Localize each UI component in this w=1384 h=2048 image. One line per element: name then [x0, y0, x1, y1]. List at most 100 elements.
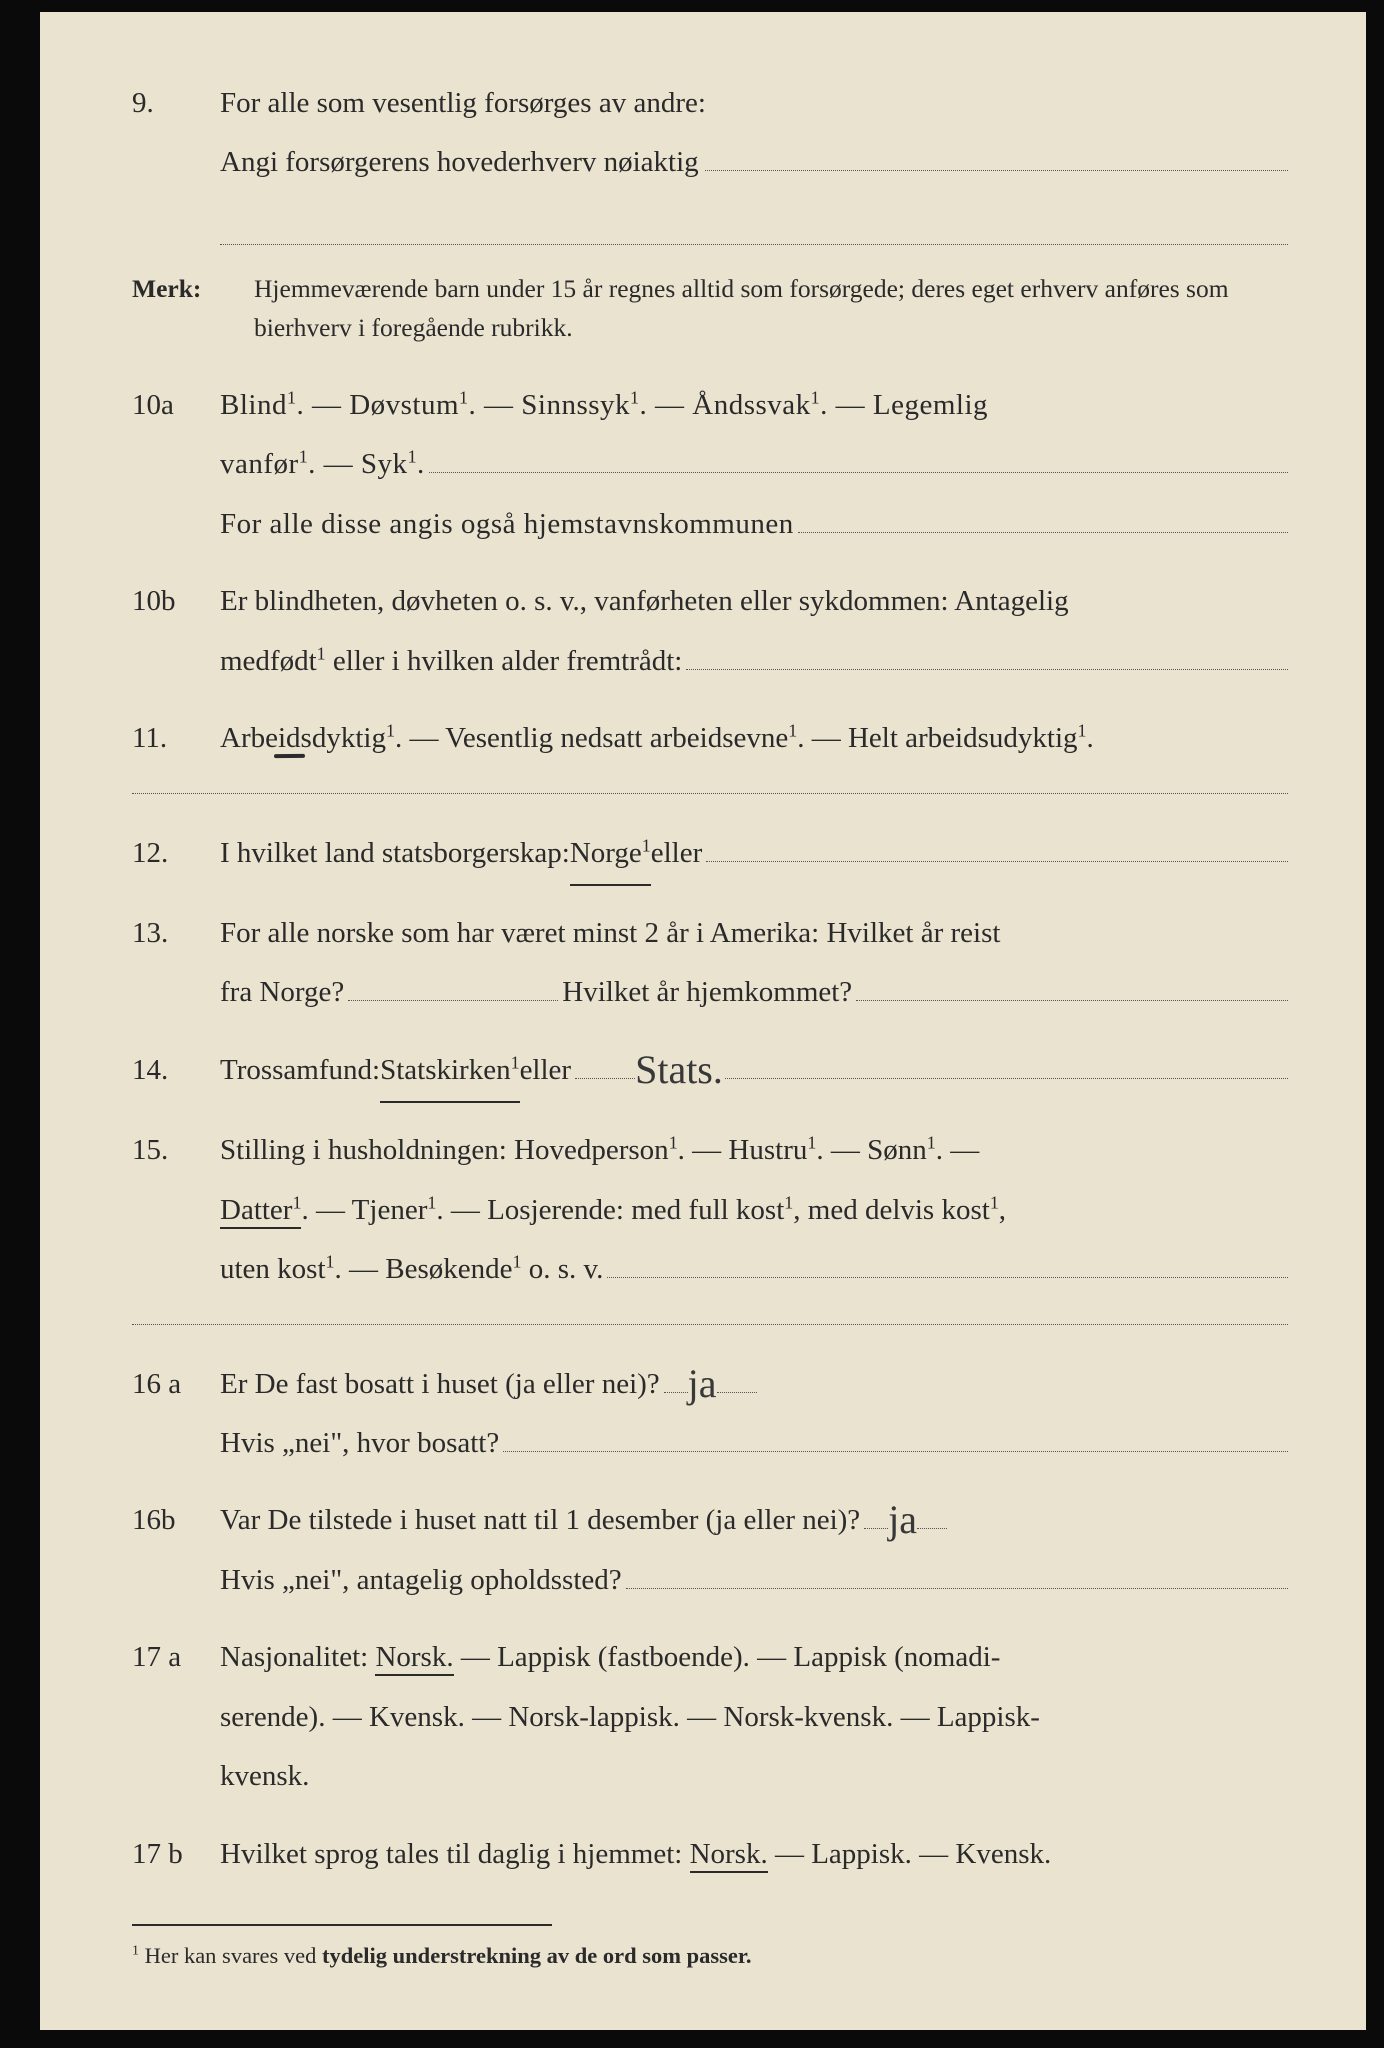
q10b-line2-text: medfødt1 eller i hvilken alder fremtrådt… [220, 632, 682, 691]
blank-line[interactable] [664, 1361, 688, 1393]
q10a-hjemstavn-text: For alle disse angis også hjemstavnskomm… [220, 495, 794, 554]
q14-handwritten-answer: Stats. [635, 1058, 723, 1082]
blank-line[interactable] [856, 970, 1288, 1002]
q17a-line1: Nasjonalitet: Norsk. — Lappisk (fastboen… [220, 1628, 1288, 1687]
q11-pre: Arbe [220, 722, 278, 754]
question-12: 12. I hvilket land statsborgerskap: Norg… [132, 824, 1288, 886]
q10b-line2: medfødt1 eller i hvilken alder fremtrådt… [220, 632, 1288, 691]
q15-line1: Stilling i husholdningen: Hovedperson1. … [220, 1121, 1288, 1180]
blank-line[interactable] [717, 1361, 757, 1393]
q16b-question: Var De tilstede i huset natt til 1 desem… [220, 1491, 860, 1550]
q-number: 13. [132, 910, 220, 956]
q17a-option-norsk: Norsk. [375, 1641, 453, 1676]
q-number: 10a [132, 382, 220, 428]
blank-line[interactable] [607, 1246, 1288, 1278]
q10a-cont: vanfør1. — Syk1. [220, 435, 1288, 494]
q16b-hvis: Hvis „nei", antagelig opholdssted? [220, 1551, 622, 1610]
q17a-line2: serende). — Kvensk. — Norsk-lappisk. — N… [220, 1688, 1288, 1747]
q14-option-statskirken: Statskirken1 [380, 1041, 519, 1103]
question-10a: 10a Blind1. — Døvstum1. — Sinnssyk1. — Å… [132, 376, 1288, 554]
q12-after: eller [651, 824, 703, 883]
q9-line2-text: Angi forsørgerens hovederhverv nøiaktig [220, 133, 699, 192]
question-13: 13. For alle norske som har været minst … [132, 904, 1288, 1023]
q12-option-norge: Norge1 [570, 824, 651, 886]
question-15: 15. Stilling i husholdningen: Hovedperso… [132, 1121, 1288, 1299]
blank-line[interactable] [725, 1047, 1288, 1079]
q15-line2: Datter1. — Tjener1. — Losjerende: med fu… [220, 1181, 1288, 1240]
q17a-line3: kvensk. [220, 1747, 1288, 1806]
q13-line1: For alle norske som har været minst 2 år… [220, 904, 1288, 963]
question-17a: 17 a Nasjonalitet: Norsk. — Lappisk (fas… [132, 1628, 1288, 1806]
q16b-handwritten-answer: ja [888, 1508, 917, 1532]
q11-post: sdyktig1. — Vesentlig nedsatt arbeidsevn… [301, 722, 1094, 754]
footnote-marker: 1 [132, 1943, 139, 1968]
q-body: Stilling i husholdningen: Hovedperson1. … [220, 1121, 1288, 1299]
blank-line[interactable] [706, 830, 1288, 862]
blank-line[interactable] [686, 638, 1288, 670]
q17a-pre: Nasjonalitet: [220, 1641, 375, 1673]
blank-line[interactable] [798, 501, 1288, 533]
q12-pre: I hvilket land statsborgerskap: [220, 824, 570, 883]
footnote-pre: Her kan svares ved [139, 1943, 322, 1968]
form-page: 9. For alle som vesentlig forsørges av a… [40, 12, 1366, 2030]
q10a-hjemstavn: For alle disse angis også hjemstavnskomm… [220, 495, 1288, 554]
merk-text: Hjemmeværende barn under 15 år regnes al… [254, 269, 1288, 348]
footnote-rule [132, 1924, 552, 1926]
blank-line[interactable] [348, 970, 558, 1002]
q-number: 14. [132, 1047, 220, 1093]
q-body: For alle norske som har været minst 2 år… [220, 904, 1288, 1023]
q-body: Blind1. — Døvstum1. — Sinnssyk1. — Åndss… [220, 376, 1288, 554]
blank-line[interactable] [575, 1047, 635, 1079]
q10b-line1: Er blindheten, døvheten o. s. v., vanfør… [220, 572, 1288, 631]
question-16b: 16b Var De tilstede i huset natt til 1 d… [132, 1491, 1288, 1610]
q16a-line1: Er De fast bosatt i huset (ja eller nei)… [220, 1355, 1288, 1414]
q13-line2: fra Norge? Hvilket år hjemkommet? [220, 963, 1288, 1022]
q9-line2: Angi forsørgerens hovederhverv nøiaktig [220, 133, 1288, 192]
q17b-rest: — Lappisk. — Kvensk. [768, 1838, 1052, 1870]
q-body: Nasjonalitet: Norsk. — Lappisk (fastboen… [220, 1628, 1288, 1806]
q16a-handwritten-answer: ja [688, 1372, 717, 1396]
q-number: 12. [132, 830, 220, 876]
q16b-line2: Hvis „nei", antagelig opholdssted? [220, 1551, 1288, 1610]
q16a-line2: Hvis „nei", hvor bosatt? [220, 1414, 1288, 1473]
q-body: Trossamfund: Statskirken1 eller Stats. [220, 1041, 1288, 1103]
q11-handwritten-underline: id [278, 722, 301, 754]
q-number: 9. [132, 80, 220, 126]
q-number: 17 b [132, 1831, 220, 1877]
q16b-line1: Var De tilstede i huset natt til 1 desem… [220, 1491, 1288, 1550]
section-divider [132, 1324, 1288, 1325]
q-body: Hvilket sprog tales til daglig i hjemmet… [220, 1825, 1288, 1884]
q-number: 11. [132, 715, 220, 761]
q17a-rest1: — Lappisk (fastboende). — Lappisk (nomad… [454, 1641, 1001, 1673]
question-16a: 16 a Er De fast bosatt i huset (ja eller… [132, 1355, 1288, 1474]
q-number: 16b [132, 1497, 220, 1543]
q-number: 16 a [132, 1361, 220, 1407]
merk-note: Merk: Hjemmeværende barn under 15 år reg… [132, 269, 1288, 348]
section-divider [132, 793, 1288, 794]
blank-line[interactable] [429, 441, 1288, 473]
question-9: 9. For alle som vesentlig forsørges av a… [132, 74, 1288, 193]
blank-line[interactable] [864, 1498, 888, 1530]
q15-line2-post: . — Tjener1. — Losjerende: med full kost… [301, 1194, 1006, 1226]
q17b-pre: Hvilket sprog tales til daglig i hjemmet… [220, 1838, 690, 1870]
footnote: 1 Her kan svares ved tydelig understrekn… [132, 1938, 1288, 1974]
blank-line[interactable] [503, 1420, 1288, 1452]
q-body: Er De fast bosatt i huset (ja eller nei)… [220, 1355, 1288, 1474]
question-11: 11. Arbeidsdyktig1. — Vesentlig nedsatt … [132, 709, 1288, 768]
blank-line[interactable] [626, 1557, 1288, 1589]
blank-line[interactable] [705, 140, 1288, 172]
q-body: For alle som vesentlig forsørges av andr… [220, 74, 1288, 193]
blank-line-full[interactable] [220, 211, 1288, 245]
blank-line[interactable] [917, 1498, 947, 1530]
q-number: 15. [132, 1127, 220, 1173]
footnote-bold: tydelig understrekning av de ord som pas… [322, 1943, 751, 1968]
q16a-question: Er De fast bosatt i huset (ja eller nei)… [220, 1355, 660, 1414]
question-10b: 10b Er blindheten, døvheten o. s. v., va… [132, 572, 1288, 691]
question-17b: 17 b Hvilket sprog tales til daglig i hj… [132, 1825, 1288, 1884]
merk-label: Merk: [132, 269, 254, 309]
q14-after: eller [520, 1041, 572, 1100]
q13-line2b: Hvilket år hjemkommet? [562, 963, 852, 1022]
q15-option-datter: Datter1 [220, 1194, 301, 1229]
q15-line3-text: uten kost1. — Besøkende1 o. s. v. [220, 1240, 603, 1299]
q10a-options: Blind1. — Døvstum1. — Sinnssyk1. — Åndss… [220, 376, 1288, 435]
